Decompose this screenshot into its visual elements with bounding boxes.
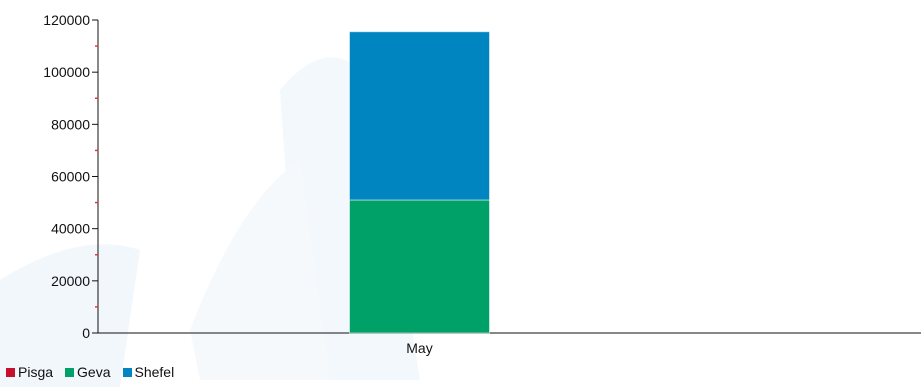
bars xyxy=(349,31,490,334)
legend-swatch xyxy=(6,367,15,377)
x-tick-label: May xyxy=(406,340,432,356)
legend-swatch xyxy=(65,367,75,377)
legend-item-pisga[interactable]: Pisga xyxy=(6,364,53,380)
legend-label: Pisga xyxy=(18,364,54,380)
legend-item-shefel[interactable]: Shefel xyxy=(122,364,175,380)
legend-item-geva[interactable]: Geva xyxy=(65,364,111,380)
background-shape xyxy=(0,244,140,387)
y-tick-label: 60000 xyxy=(51,169,90,185)
legend-label: Geva xyxy=(77,364,111,380)
y-tick-label: 0 xyxy=(82,325,90,341)
bar-geva-may[interactable] xyxy=(349,199,490,334)
y-tick-label: 20000 xyxy=(51,273,90,289)
y-tick-label: 40000 xyxy=(51,221,90,237)
background-shape xyxy=(190,160,330,380)
legend-swatch xyxy=(122,367,132,377)
axes: 0 20000 40000 60000 80000 100000 120000 May xyxy=(43,12,921,356)
bar-shefel-may[interactable] xyxy=(349,31,490,201)
y-tick-label: 80000 xyxy=(51,116,90,132)
legend-label: Shefel xyxy=(134,364,175,380)
legend: Pisga Geva Shefel xyxy=(6,364,174,380)
y-tick-label: 100000 xyxy=(43,64,90,80)
y-tick-label: 120000 xyxy=(43,12,90,28)
